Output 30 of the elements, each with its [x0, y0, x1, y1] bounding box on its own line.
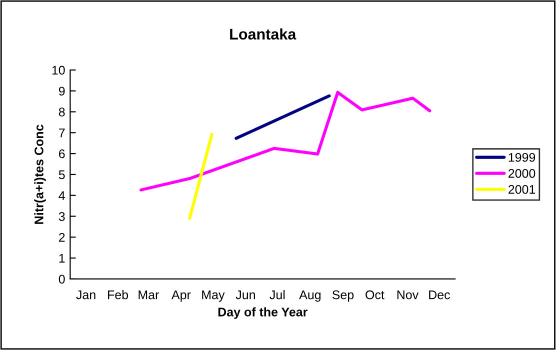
y-tick-label: 8: [58, 108, 65, 116]
x-tick-label: Apr: [172, 290, 191, 302]
legend-label: 2001: [508, 185, 536, 194]
y-tick-label: 0: [58, 274, 65, 284]
x-tick-label: May: [202, 290, 225, 302]
x-tick-label: Oct: [366, 290, 384, 300]
y-tick-label: 5: [58, 170, 65, 180]
legend-label: 1999: [508, 152, 536, 162]
y-tick-label: 1: [59, 254, 65, 263]
x-tick-label: Feb: [108, 290, 128, 300]
x-tick-label: Aug: [299, 290, 321, 302]
x-tick-label: Mar: [138, 290, 159, 300]
y-tick-label: 2: [59, 232, 65, 242]
y-tick-label: 4: [58, 191, 65, 200]
x-tick-label: Nov: [397, 290, 419, 300]
x-tick-label: Dec: [429, 290, 450, 300]
x-tick-label: Jul: [270, 290, 285, 300]
y-tick-label: 9: [58, 86, 65, 96]
y-tick-label: 6: [59, 149, 65, 158]
x-tick-label: Sep: [332, 290, 354, 302]
y-tick-label: 3: [58, 212, 65, 221]
x-tick-label: Jun: [236, 290, 255, 300]
x-tick-label: Jan: [76, 290, 96, 300]
chart-title: Loantaka: [230, 28, 296, 40]
x-axis-title: Day of the Year: [218, 307, 308, 319]
y-tick-label: 7: [59, 128, 65, 138]
legend-label: 2000: [508, 168, 536, 178]
line-series: [139, 90, 432, 192]
y-axis-title: Nitr(a+i)tes Conc: [34, 124, 46, 224]
y-tick-label: 10: [52, 66, 65, 75]
